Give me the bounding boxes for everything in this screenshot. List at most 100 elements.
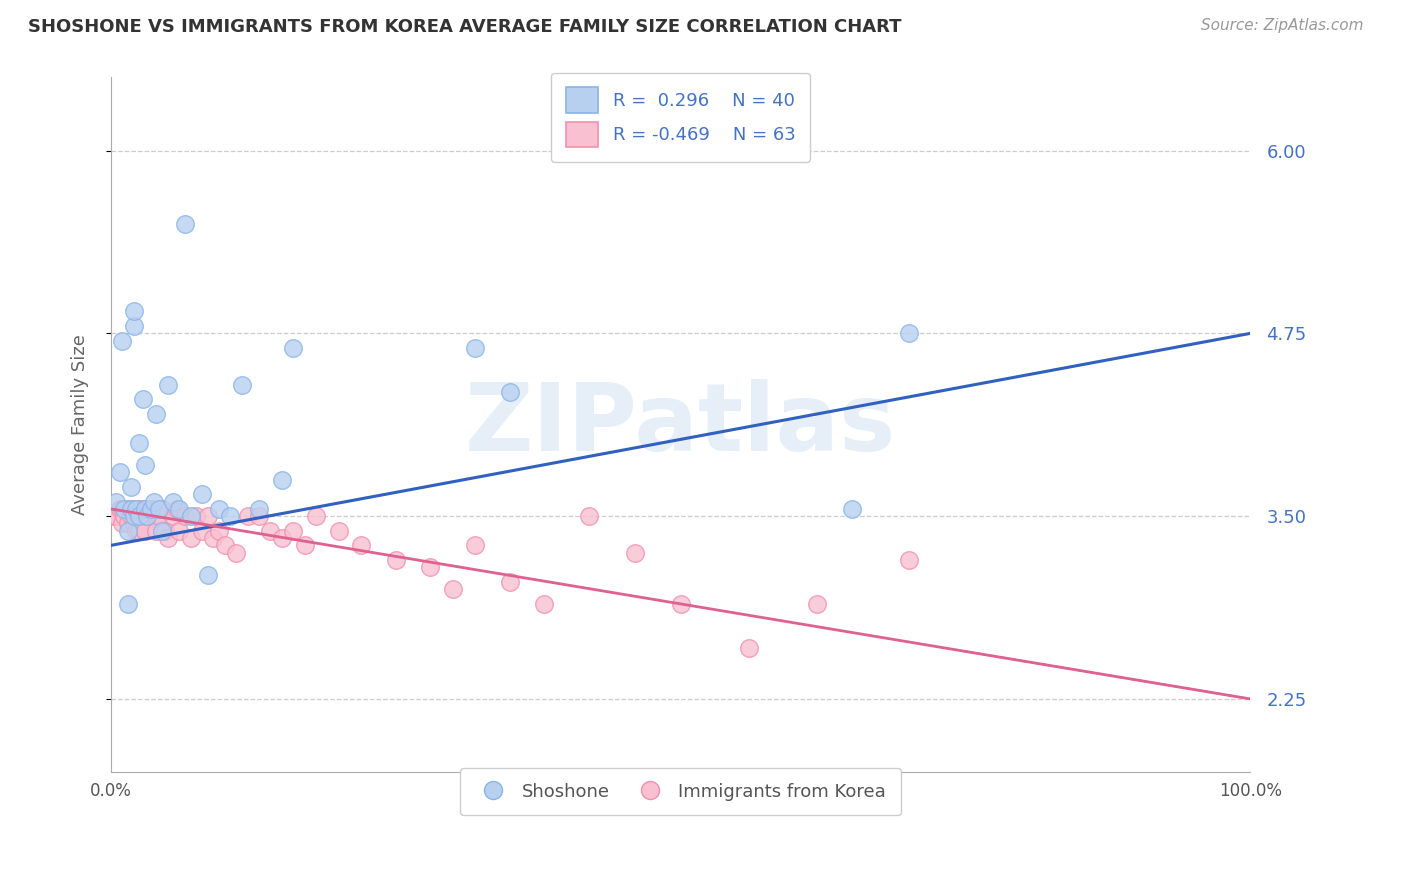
Point bbox=[122, 509, 145, 524]
Point bbox=[419, 560, 441, 574]
Point bbox=[120, 501, 142, 516]
Point bbox=[122, 319, 145, 334]
Point bbox=[191, 524, 214, 538]
Point bbox=[148, 501, 170, 516]
Point bbox=[281, 341, 304, 355]
Point bbox=[128, 509, 150, 524]
Point bbox=[136, 509, 159, 524]
Point bbox=[145, 524, 167, 538]
Point bbox=[669, 597, 692, 611]
Y-axis label: Average Family Size: Average Family Size bbox=[72, 334, 89, 516]
Text: Source: ZipAtlas.com: Source: ZipAtlas.com bbox=[1201, 18, 1364, 33]
Point bbox=[897, 553, 920, 567]
Point bbox=[111, 501, 134, 516]
Point bbox=[105, 509, 128, 524]
Point bbox=[897, 326, 920, 341]
Point bbox=[259, 524, 281, 538]
Point bbox=[108, 501, 131, 516]
Point bbox=[281, 524, 304, 538]
Point bbox=[173, 509, 195, 524]
Point bbox=[125, 524, 148, 538]
Point bbox=[122, 516, 145, 531]
Point bbox=[143, 494, 166, 508]
Point bbox=[105, 494, 128, 508]
Point bbox=[139, 501, 162, 516]
Point bbox=[197, 509, 219, 524]
Point bbox=[111, 334, 134, 348]
Point bbox=[114, 509, 136, 524]
Point bbox=[111, 516, 134, 531]
Point bbox=[305, 509, 328, 524]
Point bbox=[156, 531, 179, 545]
Point bbox=[103, 509, 125, 524]
Point bbox=[128, 524, 150, 538]
Point bbox=[122, 304, 145, 318]
Point bbox=[145, 509, 167, 524]
Point bbox=[148, 509, 170, 524]
Point bbox=[128, 436, 150, 450]
Point bbox=[134, 509, 156, 524]
Point bbox=[247, 501, 270, 516]
Point bbox=[117, 524, 139, 538]
Point bbox=[134, 501, 156, 516]
Point bbox=[624, 546, 647, 560]
Point bbox=[139, 501, 162, 516]
Point bbox=[120, 509, 142, 524]
Point bbox=[108, 465, 131, 479]
Point bbox=[180, 509, 202, 524]
Point bbox=[156, 377, 179, 392]
Point bbox=[120, 480, 142, 494]
Point bbox=[738, 640, 761, 655]
Point bbox=[841, 501, 863, 516]
Point bbox=[208, 524, 231, 538]
Point bbox=[219, 509, 242, 524]
Point bbox=[498, 384, 520, 399]
Point bbox=[225, 546, 247, 560]
Point bbox=[498, 574, 520, 589]
Point bbox=[162, 494, 184, 508]
Point bbox=[270, 473, 292, 487]
Point bbox=[125, 501, 148, 516]
Point bbox=[120, 501, 142, 516]
Point bbox=[236, 509, 259, 524]
Point bbox=[167, 501, 190, 516]
Point bbox=[128, 501, 150, 516]
Point bbox=[191, 487, 214, 501]
Point bbox=[441, 582, 464, 597]
Point bbox=[231, 377, 253, 392]
Point bbox=[202, 531, 225, 545]
Point bbox=[155, 524, 177, 538]
Point bbox=[134, 524, 156, 538]
Point bbox=[150, 501, 173, 516]
Point bbox=[150, 524, 173, 538]
Point bbox=[162, 509, 184, 524]
Point bbox=[145, 407, 167, 421]
Point bbox=[247, 509, 270, 524]
Point bbox=[122, 509, 145, 524]
Point bbox=[136, 509, 159, 524]
Point bbox=[578, 509, 600, 524]
Point bbox=[131, 501, 153, 516]
Point bbox=[134, 501, 156, 516]
Point bbox=[180, 531, 202, 545]
Point bbox=[128, 509, 150, 524]
Point bbox=[167, 524, 190, 538]
Point bbox=[114, 501, 136, 516]
Text: ZIPatlas: ZIPatlas bbox=[465, 379, 896, 471]
Point bbox=[131, 392, 153, 406]
Point bbox=[117, 501, 139, 516]
Point bbox=[328, 524, 350, 538]
Text: SHOSHONE VS IMMIGRANTS FROM KOREA AVERAGE FAMILY SIZE CORRELATION CHART: SHOSHONE VS IMMIGRANTS FROM KOREA AVERAG… bbox=[28, 18, 901, 36]
Point bbox=[186, 509, 208, 524]
Point bbox=[464, 538, 486, 552]
Legend: Shoshone, Immigrants from Korea: Shoshone, Immigrants from Korea bbox=[461, 768, 901, 815]
Point bbox=[270, 531, 292, 545]
Point bbox=[214, 538, 236, 552]
Point bbox=[384, 553, 406, 567]
Point bbox=[117, 516, 139, 531]
Point bbox=[197, 567, 219, 582]
Point bbox=[173, 217, 195, 231]
Point bbox=[806, 597, 828, 611]
Point bbox=[294, 538, 316, 552]
Point bbox=[464, 341, 486, 355]
